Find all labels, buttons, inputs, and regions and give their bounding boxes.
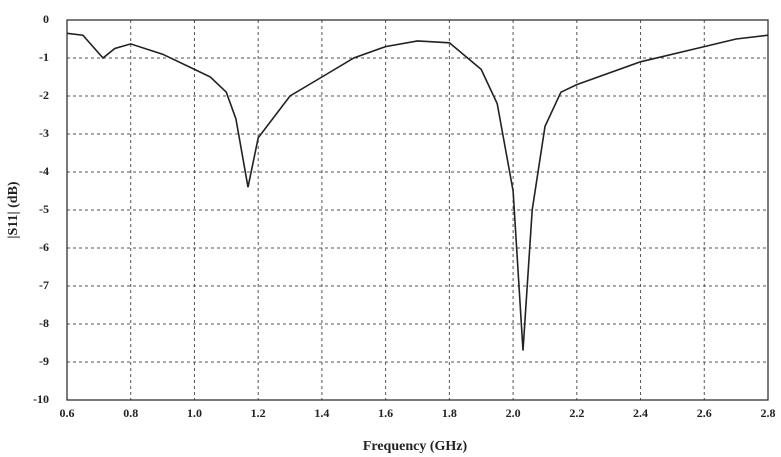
y-tick-label: -4 xyxy=(39,164,49,178)
x-tick-label: 0.8 xyxy=(123,406,138,420)
y-tick-label: -3 xyxy=(39,126,49,140)
x-tick-label: 2.8 xyxy=(761,406,776,420)
x-tick-label: 2.6 xyxy=(697,406,712,420)
y-tick-label: -6 xyxy=(39,240,49,254)
y-tick-label: -5 xyxy=(39,202,49,216)
x-tick-label: 1.8 xyxy=(442,406,457,420)
chart: Frequency (GHz) |S11| (dB) 0 -1 -2 -3 -4 -5 -6… xyxy=(0,0,781,457)
page: {"chart_data": {"type": "line", "xlabel"… xyxy=(0,0,781,457)
x-tick-label: 2.0 xyxy=(506,406,521,420)
y-tick-label: -10 xyxy=(33,392,49,406)
x-tick-label: 2.2 xyxy=(569,406,584,420)
y-tick-label: -8 xyxy=(39,316,49,330)
y-tick-label: -2 xyxy=(39,88,49,102)
y-tick-label: -1 xyxy=(39,50,49,64)
y-tick-label: 0 xyxy=(43,12,49,26)
y-tick-label: -7 xyxy=(39,278,49,292)
y-tick-label: -9 xyxy=(39,354,49,368)
x-tick-label: 1.0 xyxy=(187,406,202,420)
y-axis-label: |S11| (dB) xyxy=(6,181,21,238)
data-line xyxy=(67,33,768,350)
x-axis-label: Frequency (GHz) xyxy=(363,439,468,454)
x-tick-label: 0.6 xyxy=(60,406,75,420)
x-tick-label: 2.4 xyxy=(633,406,648,420)
x-tick-label: 1.4 xyxy=(314,406,329,420)
x-tick-label: 1.6 xyxy=(378,406,393,420)
x-tick-label: 1.2 xyxy=(251,406,266,420)
